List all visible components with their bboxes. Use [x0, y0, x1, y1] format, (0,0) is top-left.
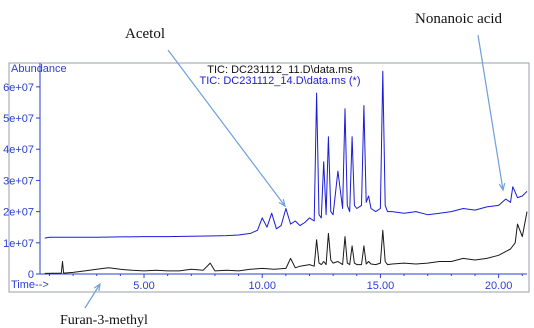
furan-3-methyl-annotation-label: Furan-3-methyl: [60, 313, 148, 328]
series-line-black: [44, 211, 528, 274]
nonanoic-acid-arrow-head: [498, 183, 506, 192]
series-line-blue: [44, 70, 528, 239]
acetol-arrow-head: [278, 199, 286, 208]
y-tick-label: 6e+07: [3, 82, 34, 94]
x-tick-label: 5.00: [133, 280, 154, 292]
x-tick-label: 15.00: [367, 280, 395, 292]
axes-group: 0 1e+07 2e+07 3e+07 4e+07 5e+07 6e+07 5.00 10.00…: [3, 63, 527, 292]
tic-blue-legend: TIC: DC231112_14.D\data.ms (*): [200, 75, 361, 87]
y-tick-label: 5e+07: [3, 113, 34, 125]
y-axis-title: Abundance: [11, 63, 67, 75]
y-tick-label: 4e+07: [3, 144, 34, 156]
x-axis-title: Time-->: [11, 279, 49, 291]
annotation-arrows: [84, 34, 506, 309]
y-tick-label: 0: [28, 269, 34, 281]
y-tick-label: 2e+07: [3, 207, 34, 219]
acetol-arrow: [167, 49, 286, 207]
y-tick-label: 1e+07: [3, 238, 34, 250]
plot-frame: [8, 62, 530, 293]
x-tick-label: 20.00: [485, 280, 513, 292]
furan-3-methyl-arrow: [84, 283, 101, 309]
acetol-annotation-label: Acetol: [125, 26, 165, 42]
furan-3-methyl-arrow-head: [93, 282, 101, 292]
nonanoic-acid-arrow: [477, 34, 504, 191]
series-group: [44, 70, 528, 274]
nonanoic-acid-annotation-label: Nonanoic acid: [415, 11, 503, 27]
x-tick-label: 10.00: [248, 280, 276, 292]
y-tick-label: 3e+07: [3, 175, 34, 187]
tic-black-legend: TIC: DC231112_11.D\data.ms: [207, 64, 353, 76]
